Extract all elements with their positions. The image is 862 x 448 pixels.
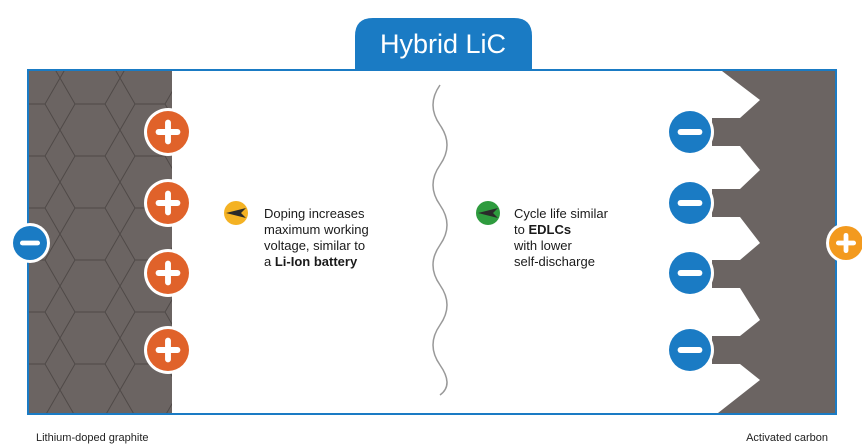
note-text: self-discharge — [514, 254, 595, 269]
diagram: Hybrid LiC Doping increasesmaximum worki… — [0, 0, 862, 448]
left-caption: Lithium-doped graphite — [36, 432, 149, 444]
note-text: a — [264, 254, 275, 269]
title: Hybrid LiC — [380, 29, 506, 59]
right-caption: Activated carbon — [746, 432, 828, 444]
note-text: maximum working — [264, 222, 369, 237]
note-text: Li-Ion battery — [275, 254, 358, 269]
page: {"title": "Hybrid LiC", "left_note": {"l… — [0, 0, 862, 448]
note-text: Cycle life similar — [514, 206, 609, 221]
note-text: to — [514, 222, 528, 237]
note-text: voltage, similar to — [264, 238, 365, 253]
note-text: EDLCs — [528, 222, 571, 237]
note-text: Doping increases — [264, 206, 365, 221]
note-text: with lower — [513, 238, 572, 253]
